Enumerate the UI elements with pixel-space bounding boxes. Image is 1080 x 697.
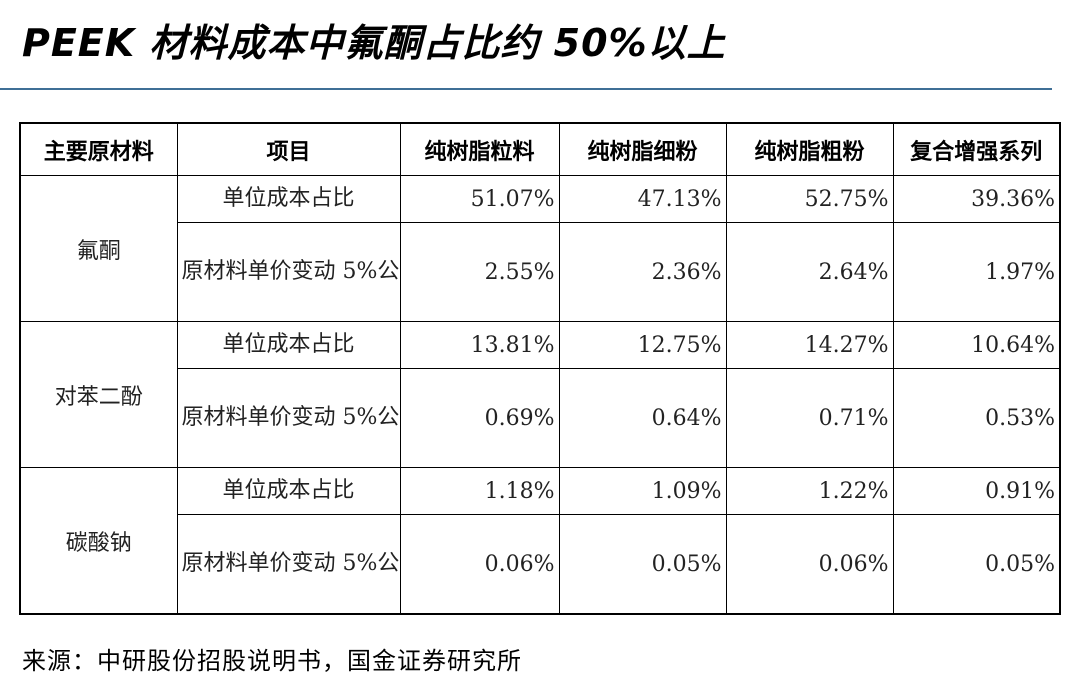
table-row: 原材料单价变动 5%公司产品单位成本变动百分比 0.69% 0.64% 0.71… <box>20 368 1061 468</box>
item-cell: 原材料单价变动 5%公司产品单位成本变动百分比 <box>176 368 401 468</box>
value-cell: 52.75% <box>725 175 894 223</box>
item-cell: 单位成本占比 <box>176 175 401 223</box>
value-cell: 2.64% <box>725 222 894 322</box>
header-pellet: 纯树脂粒料 <box>399 122 560 176</box>
source-note: 来源：中研股份招股说明书，国金证券研究所 <box>22 647 522 675</box>
header-fine-powder: 纯树脂细粉 <box>558 122 727 176</box>
item-cell: 单位成本占比 <box>176 321 401 369</box>
value-cell: 2.55% <box>399 222 560 322</box>
material-cell: 碳酸钠 <box>19 467 178 615</box>
table-row: 对苯二酚 单位成本占比 13.81% 12.75% 14.27% 10.64% <box>19 321 1061 468</box>
page-title: PEEK 材料成本中氟酮占比约 50%以上 <box>22 21 726 65</box>
value-cell: 47.13% <box>558 175 727 223</box>
value-cell: 0.06% <box>725 514 894 615</box>
value-cell: 0.53% <box>892 368 1061 468</box>
value-cell: 12.75% <box>558 321 727 369</box>
value-cell: 0.91% <box>892 467 1061 515</box>
value-cell: 0.05% <box>558 514 727 615</box>
value-cell: 39.36% <box>892 175 1061 223</box>
header-row: 主要原材料 项目 纯树脂粒料 纯树脂细粉 纯树脂粗粉 复合增强系列 <box>19 122 1061 176</box>
material-cell: 氟酮 <box>19 175 178 322</box>
header-material: 主要原材料 <box>19 122 178 176</box>
cost-table: 主要原材料 项目 纯树脂粒料 纯树脂细粉 纯树脂粗粉 复合增强系列 氟酮 单位成… <box>19 122 1061 615</box>
value-cell: 10.64% <box>892 321 1061 369</box>
value-cell: 0.06% <box>399 514 560 615</box>
item-cell: 原材料单价变动 5%公司产品单位成本变动百分比 <box>176 514 401 615</box>
value-cell: 13.81% <box>399 321 560 369</box>
item-cell: 单位成本占比 <box>176 467 401 515</box>
item-cell: 原材料单价变动 5%公司产品单位成本变动百分比 <box>176 222 401 322</box>
header-coarse-powder: 纯树脂粗粉 <box>725 122 894 176</box>
table-row: 原材料单价变动 5%公司产品单位成本变动百分比 0.06% 0.05% 0.06… <box>20 514 1061 615</box>
table-row: 碳酸钠 单位成本占比 1.18% 1.09% 1.22% 0.91% <box>19 467 1061 615</box>
value-cell: 2.36% <box>558 222 727 322</box>
value-cell: 0.69% <box>399 368 560 468</box>
material-cell: 对苯二酚 <box>19 321 178 468</box>
value-cell: 51.07% <box>399 175 560 223</box>
value-cell: 1.22% <box>725 467 894 515</box>
value-cell: 0.64% <box>558 368 727 468</box>
value-cell: 1.18% <box>399 467 560 515</box>
value-cell: 0.71% <box>725 368 894 468</box>
value-cell: 0.05% <box>892 514 1061 615</box>
value-cell: 1.09% <box>558 467 727 515</box>
value-cell: 14.27% <box>725 321 894 369</box>
header-item: 项目 <box>176 122 401 176</box>
header-composite: 复合增强系列 <box>892 122 1061 176</box>
title-divider <box>0 88 1052 90</box>
value-cell: 1.97% <box>892 222 1061 322</box>
table-row: 氟酮 单位成本占比 51.07% 47.13% 52.75% 39.36% <box>19 175 1061 322</box>
